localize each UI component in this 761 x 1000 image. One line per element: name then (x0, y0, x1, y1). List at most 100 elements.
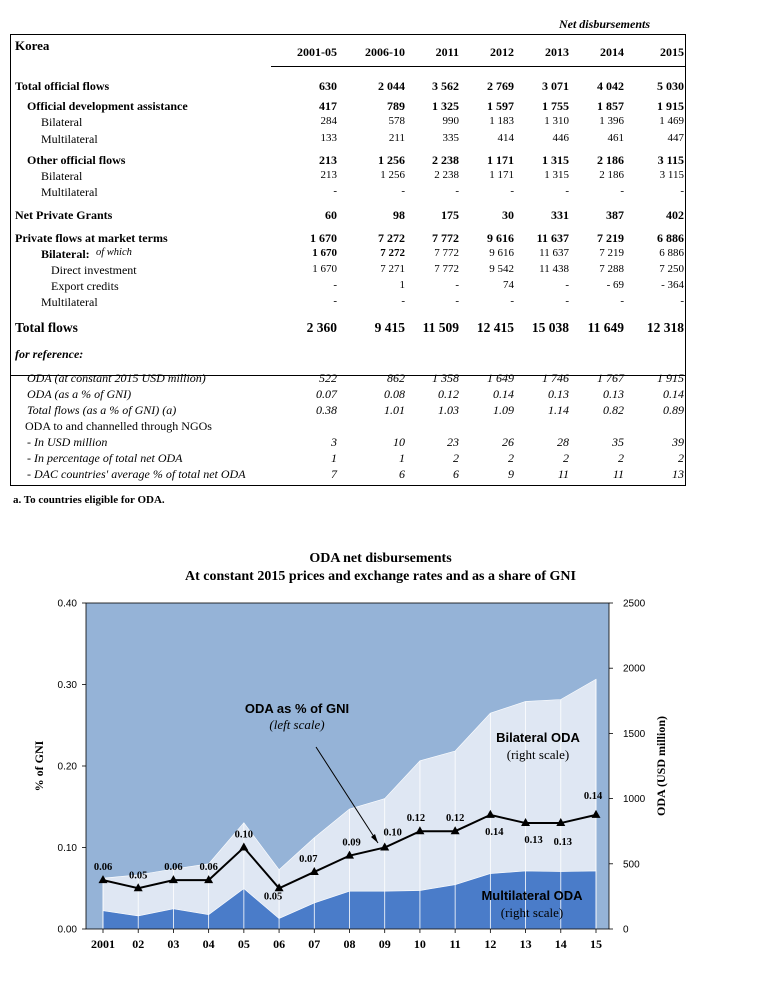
table-cell: - (620, 185, 624, 197)
multilateral-annotation-scale: (right scale) (501, 905, 563, 920)
table-cell: 30 (502, 208, 514, 222)
left-tick-label: 0.10 (58, 843, 78, 854)
table-cell: 414 (497, 132, 515, 144)
table-cell: 7 772 (432, 231, 459, 245)
x-tick-label: 10 (414, 937, 426, 951)
table-cell: 2 360 (306, 320, 337, 335)
row-label: Export credits (51, 279, 119, 293)
table-cell: 3 115 (657, 153, 684, 167)
table-cell: 11 438 (539, 263, 569, 275)
x-tick-label: 08 (344, 937, 356, 951)
table-row: Export credits - 1 - 74 - - 69 - 364 (11, 279, 687, 295)
col-header: 2011 (435, 45, 459, 59)
oda-chart: 0.00 0.10 0.20 0.30 0.40 0 500 1000 1500 2000 2500… (32, 599, 668, 952)
gni-point (415, 826, 425, 835)
gni-point (133, 883, 143, 892)
table-row: Total official flows 630 2 044 3 562 2 769 3 … (11, 79, 687, 95)
table-row: - DAC countries' average % of total net … (11, 467, 687, 483)
right-tick-label: 2500 (623, 599, 646, 610)
data-label: 0.13 (554, 837, 572, 848)
left-tick-label: 0.40 (58, 599, 78, 610)
x-tick-label: 2001 (91, 937, 115, 951)
table-cell: 11 (557, 467, 569, 481)
right-tick-label: 1000 (623, 794, 646, 805)
table-cell: 6 886 (659, 247, 684, 259)
table-cell: 1 746 (542, 371, 569, 385)
data-label: 0.10 (235, 830, 253, 841)
table-cell: 6 886 (657, 231, 684, 245)
table-cell: 1 755 (542, 99, 569, 113)
table-cell: - (565, 295, 569, 307)
table-cell: 1 256 (380, 169, 405, 181)
table-cell: 133 (320, 132, 338, 144)
data-label: 0.05 (264, 891, 282, 902)
table-cell: - (510, 185, 514, 197)
row-label: Total flows (as a % of GNI) (a) (27, 403, 177, 417)
data-label: 0.05 (129, 870, 147, 881)
right-tick-label: 2000 (623, 664, 646, 675)
table-row: ODA to and channelled through NGOs (11, 419, 687, 435)
row-label: Direct investment (51, 263, 137, 277)
table-cell: 26 (502, 435, 514, 449)
x-tick-label: 12 (484, 937, 496, 951)
row-label: Multilateral (41, 295, 98, 309)
table-cell: 1 315 (542, 153, 569, 167)
gni-point (521, 818, 531, 827)
gni-point (98, 875, 108, 884)
row-label: for reference: (15, 347, 84, 361)
gni-annotation-scale: (left scale) (269, 717, 324, 732)
data-label: 0.06 (94, 862, 112, 873)
gni-point (556, 818, 566, 827)
table-cell: 60 (325, 208, 337, 222)
table-cell: 3 071 (542, 79, 569, 93)
table-cell: 7 219 (599, 247, 624, 259)
row-label: Total official flows (15, 79, 110, 93)
flows-table: Korea 2001-05 2006-10 2011 2012 2013 201… (10, 34, 686, 486)
table-row: Bilateral 284 578 990 1 183 1 310 1 396 1 469 (11, 115, 687, 131)
table-cell: 335 (442, 132, 460, 144)
table-cell: 1.01 (384, 403, 405, 417)
row-label: Official development assistance (27, 99, 188, 113)
table-cell: 2 (618, 451, 624, 465)
table-cell: 4 042 (597, 79, 624, 93)
table-cell: 2 238 (434, 169, 459, 181)
table-cell: 1.09 (493, 403, 514, 417)
gni-point (345, 850, 354, 859)
row-label: Bilateral (41, 115, 83, 129)
table-cell: 28 (557, 435, 569, 449)
data-label: 0.06 (164, 862, 182, 873)
table-cell: 1 767 (597, 371, 624, 385)
table-cell: - (455, 279, 459, 291)
row-label: - DAC countries' average % of total net … (27, 467, 246, 481)
table-row: Multilateral - - - - - - - (11, 295, 687, 311)
x-tick-label: 07 (308, 937, 320, 951)
table-row: Private flows at market terms 1 670 7 272 7… (11, 231, 687, 247)
row-label: - In USD million (27, 435, 108, 449)
annotation-pointer (315, 746, 379, 844)
table-row: Other official flows 213 1 256 2 238 1 171 1 … (11, 153, 687, 169)
table-row: Direct investment 1 670 7 271 7 772 9 542 11 … (11, 263, 687, 279)
table-cell: 6 (399, 467, 405, 481)
row-label: ODA (as a % of GNI) (27, 387, 132, 401)
table-cell: 9 616 (487, 231, 514, 245)
row-label: Bilateral: (41, 247, 90, 261)
col-header: 2014 (600, 45, 624, 59)
data-label: 0.06 (199, 862, 217, 873)
table-cell: 13 (672, 467, 684, 481)
table-cell: 862 (387, 371, 405, 385)
table-cell: 2 769 (487, 79, 514, 93)
table-cell: 461 (607, 132, 625, 144)
left-tick-label: 0.30 (58, 680, 78, 691)
table-cell: 2 186 (599, 169, 624, 181)
table-cell: 211 (388, 132, 405, 144)
table-cell: - (455, 295, 459, 307)
table-cell: 630 (319, 79, 337, 93)
table-cell: 9 415 (374, 320, 405, 335)
row-label: Multilateral (41, 185, 98, 199)
table-cell: 578 (388, 115, 406, 127)
table-cell: 9 542 (489, 263, 514, 275)
table-cell: - (401, 185, 405, 197)
table-cell: 11 637 (539, 247, 569, 259)
x-tick-label: 03 (167, 937, 179, 951)
